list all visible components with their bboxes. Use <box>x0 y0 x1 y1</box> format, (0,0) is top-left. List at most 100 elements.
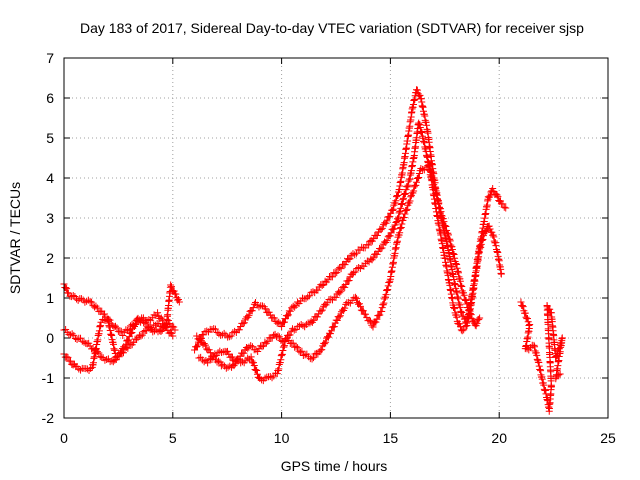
data-point <box>258 376 266 384</box>
data-point <box>488 228 496 236</box>
data-point <box>204 359 212 367</box>
data-point <box>131 320 139 328</box>
data-point <box>378 304 386 312</box>
data-point <box>240 349 248 357</box>
data-point <box>288 325 296 333</box>
data-point <box>337 265 345 273</box>
data-point <box>377 226 385 234</box>
data-point <box>467 311 475 319</box>
data-point <box>166 328 174 336</box>
data-point <box>387 229 395 237</box>
data-point <box>127 329 135 337</box>
data-point <box>270 331 278 339</box>
data-point <box>383 217 391 225</box>
x-tick-label: 15 <box>383 430 399 446</box>
data-point <box>90 303 98 311</box>
data-point <box>95 349 103 357</box>
data-point <box>389 207 397 215</box>
data-point <box>546 305 554 313</box>
data-point <box>140 328 148 336</box>
data-point <box>341 304 349 312</box>
data-point <box>289 302 297 310</box>
y-tick-label: 6 <box>46 90 54 106</box>
data-point <box>298 347 306 355</box>
data-point <box>460 291 468 299</box>
data-point <box>65 330 73 338</box>
data-point <box>393 239 401 247</box>
data-point <box>117 348 125 356</box>
data-point <box>336 312 344 320</box>
data-point <box>272 317 280 325</box>
data-point <box>460 326 468 334</box>
data-point <box>280 343 288 351</box>
data-point <box>274 367 282 375</box>
data-point <box>274 332 282 340</box>
data-point <box>199 331 207 339</box>
x-tick-label: 5 <box>169 430 177 446</box>
data-point <box>502 204 510 212</box>
data-point <box>517 298 525 306</box>
data-point <box>290 326 298 334</box>
data-point <box>444 229 452 237</box>
data-point <box>93 304 101 312</box>
data-point <box>490 237 498 245</box>
data-point <box>383 237 391 245</box>
data-point <box>278 323 286 331</box>
data-point <box>466 310 474 318</box>
data-point <box>414 174 422 182</box>
x-axis-label: GPS time / hours <box>281 458 388 474</box>
data-point <box>373 315 381 323</box>
data-point <box>125 333 133 341</box>
data-point <box>68 330 76 338</box>
data-point <box>406 197 414 205</box>
data-point <box>378 244 386 252</box>
data-point <box>167 283 175 291</box>
data-point <box>373 231 381 239</box>
data-point <box>396 225 404 233</box>
data-point <box>283 312 291 320</box>
data-point <box>555 371 563 379</box>
data-point <box>77 295 85 303</box>
data-point <box>404 181 412 189</box>
data-point <box>266 372 274 380</box>
data-point <box>400 191 408 199</box>
data-point <box>458 327 466 335</box>
data-point <box>289 339 297 347</box>
data-point <box>273 370 281 378</box>
data-point <box>125 326 133 334</box>
data-point <box>349 269 357 277</box>
data-point <box>168 322 176 330</box>
x-tick-label: 20 <box>491 430 507 446</box>
data-point <box>410 187 418 195</box>
data-point <box>235 326 243 334</box>
data-point <box>481 227 489 235</box>
data-point <box>490 233 498 241</box>
data-point <box>264 337 272 345</box>
data-point <box>415 119 423 127</box>
data-point <box>220 329 228 337</box>
data-point <box>312 349 320 357</box>
data-point <box>203 327 211 335</box>
data-point <box>416 121 424 129</box>
data-point <box>62 326 70 334</box>
data-point <box>373 250 381 258</box>
data-point <box>441 222 449 230</box>
data-point <box>483 226 491 234</box>
data-point <box>87 365 95 373</box>
data-point <box>385 279 393 287</box>
data-point <box>346 255 354 263</box>
data-point <box>231 327 239 335</box>
y-tick-label: -2 <box>42 410 55 426</box>
data-point <box>124 336 132 344</box>
data-point <box>485 193 493 201</box>
data-point <box>288 304 296 312</box>
data-point <box>360 262 368 270</box>
data-point <box>376 311 384 319</box>
data-point <box>476 314 484 322</box>
data-point <box>446 235 454 243</box>
data-point <box>450 303 458 311</box>
data-point <box>116 349 124 357</box>
data-point <box>530 341 538 349</box>
